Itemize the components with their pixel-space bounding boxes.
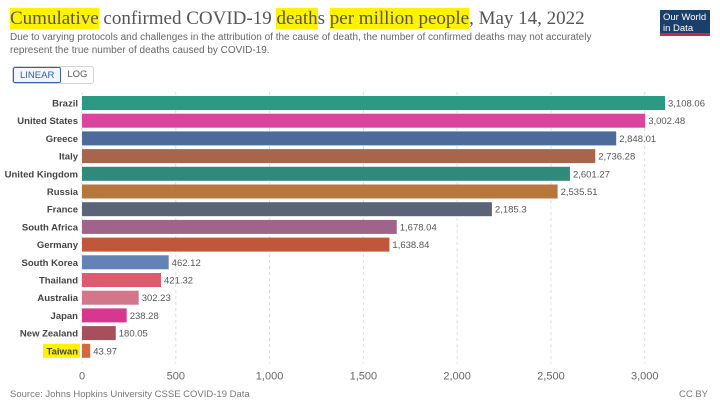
- title-text-confirmed: confirmed COVID-19: [98, 8, 277, 29]
- data-label: 3,002.48: [648, 116, 685, 127]
- category-label: South Korea: [22, 258, 79, 269]
- x-tick-label: 2,500: [537, 371, 565, 383]
- bar: [82, 184, 558, 199]
- bar-chart: 0 500 1,000 1,500 2,000 2,500 3,000 Brazil 3,108…: [5, 92, 705, 383]
- data-label: 2,601.27: [573, 169, 610, 180]
- license-label[interactable]: CC BY: [678, 389, 708, 400]
- title-highlight-per-million: per million people: [329, 8, 470, 29]
- logo-line-1: Our World: [663, 12, 707, 23]
- bar: [82, 326, 116, 341]
- data-label: 2,535.51: [561, 187, 598, 198]
- scale-toggle: LINEAR LOG: [12, 66, 95, 84]
- category-label: Japan: [51, 311, 79, 322]
- chart-subtitle: Due to varying protocols and challenges …: [10, 32, 592, 56]
- bar: [82, 96, 665, 110]
- bar: [82, 273, 162, 287]
- bar: [82, 113, 646, 128]
- data-label: 421.32: [164, 276, 193, 287]
- x-tick-label: 1,000: [256, 371, 284, 383]
- title-text-date: , May 14, 2022: [469, 8, 585, 29]
- data-label: 2,848.01: [619, 134, 656, 145]
- data-label: 2,736.28: [598, 152, 635, 163]
- category-label: Australia: [37, 293, 78, 304]
- log-scale-button[interactable]: LOG: [67, 69, 88, 80]
- bar: [82, 343, 91, 358]
- bar: [82, 308, 127, 323]
- category-label: Italy: [59, 152, 79, 163]
- data-label: 43.97: [93, 346, 117, 357]
- bar: [82, 290, 139, 305]
- category-label: Germany: [37, 240, 79, 251]
- x-tick-label: 1,500: [350, 371, 378, 383]
- highlight-marker: [43, 343, 80, 358]
- bar: [82, 131, 617, 146]
- x-tick-label: 500: [167, 371, 185, 383]
- data-label: 2,185.3: [495, 205, 527, 216]
- data-label: 238.28: [130, 311, 159, 322]
- data-label: 180.05: [119, 329, 148, 340]
- bar: [82, 219, 397, 234]
- category-label: France: [47, 205, 78, 216]
- x-tick-label: 3,000: [631, 371, 659, 383]
- category-label: Brazil: [52, 99, 78, 110]
- category-label: Thailand: [39, 276, 78, 287]
- bar: [82, 166, 570, 181]
- x-tick-label: 0: [79, 371, 85, 383]
- data-label: 1,638.84: [392, 240, 429, 251]
- title-highlight-death: death: [276, 8, 318, 29]
- title-text-s: s: [317, 8, 330, 29]
- owid-logo[interactable]: Our World in Data: [660, 10, 710, 36]
- category-label: Taiwan: [47, 346, 79, 357]
- bar: [82, 149, 596, 164]
- logo-line-2: in Data: [663, 23, 694, 34]
- category-label: Russia: [47, 187, 79, 198]
- category-label: Greece: [46, 134, 78, 145]
- x-tick-label: 2,000: [443, 371, 471, 383]
- data-label: 462.12: [172, 258, 201, 269]
- category-label: United Kingdom: [5, 169, 78, 180]
- linear-scale-button[interactable]: LINEAR: [13, 67, 62, 83]
- category-label: United States: [17, 116, 78, 127]
- data-label: 1,678.04: [400, 222, 437, 233]
- bar: [82, 202, 492, 217]
- chart-title: Cumulative confirmed COVID-19 deaths per…: [10, 8, 650, 30]
- title-highlight-cumulative: Cumulative: [10, 8, 99, 29]
- category-label: New Zealand: [20, 329, 78, 340]
- category-label: South Africa: [22, 222, 79, 233]
- bar: [82, 255, 169, 270]
- source-note[interactable]: Source: Johns Hopkins University CSSE CO…: [10, 389, 250, 400]
- bar: [82, 237, 390, 252]
- data-label: 3,108.06: [668, 99, 705, 110]
- data-label: 302.23: [142, 293, 171, 304]
